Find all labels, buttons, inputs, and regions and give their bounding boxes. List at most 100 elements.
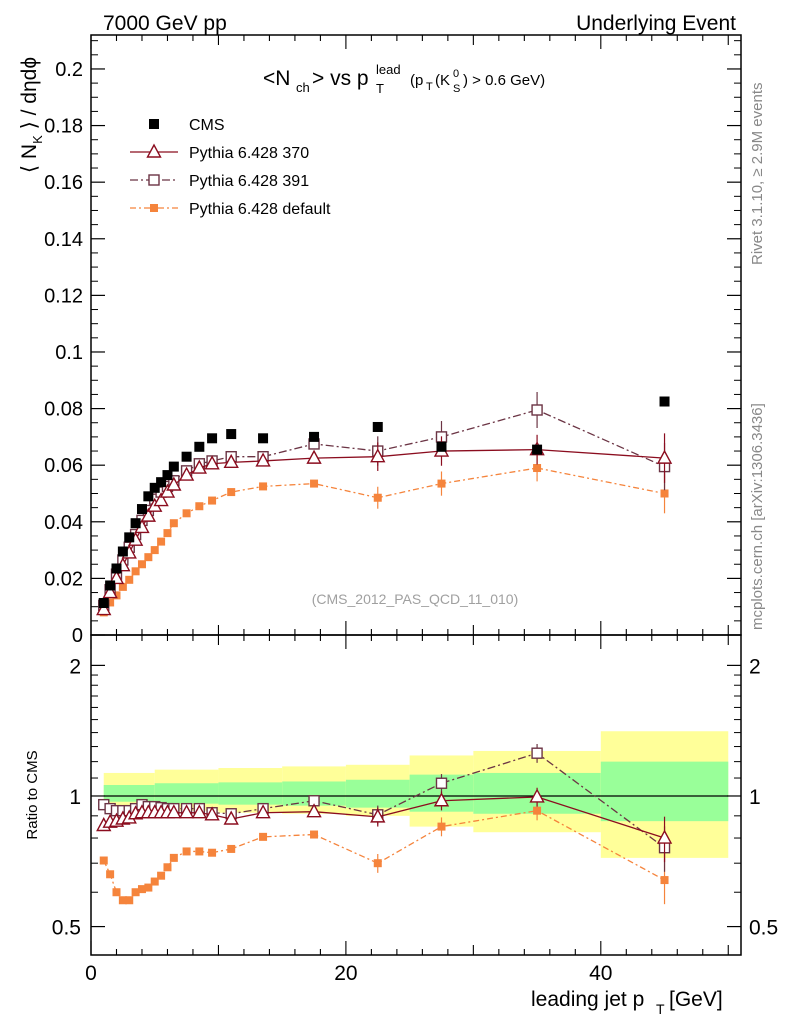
x-tick-label: 40 (589, 962, 612, 985)
cms-point (124, 532, 135, 543)
svg-text:> vs p: > vs p (312, 67, 369, 90)
svg-text:[GeV]: [GeV] (669, 988, 723, 1011)
main-y-tick-label: 0.2 (55, 59, 83, 81)
main-plot-marks (96, 392, 673, 617)
ratio-pythia-6-428-default-point (182, 847, 191, 856)
ratio-axis-ticks: 0.5 0.51 12 20 20 40 (52, 635, 778, 985)
cms-point (207, 433, 218, 444)
main-y-tick-label: 0.08 (44, 399, 83, 421)
mcplots-label: mcplots.cern.ch [arXiv:1306.3436] (749, 403, 766, 630)
main-y-tick-label: 0.12 (44, 285, 83, 307)
ratio-pythia-6-428-370-point (433, 792, 450, 807)
ratio-band-inner (103, 785, 155, 802)
pythia-6-428-370-point (191, 459, 208, 474)
pythia-6-428-370-point (140, 507, 157, 522)
svg-text:⟨ NK ⟩ / dηdϕ: ⟨ NK ⟩ / dηdϕ (18, 57, 45, 173)
cms-point (136, 504, 147, 515)
pythia-6-428-default-line (103, 467, 665, 613)
cms-point (105, 580, 116, 591)
pythia-6-428-default-point (112, 591, 121, 600)
svg-text:T: T (426, 81, 433, 93)
ratio-band-inner (218, 782, 283, 805)
ratio-pythia-6-428-default-point (99, 856, 108, 865)
legend-label-pythia-6-428-370: Pythia 6.428 370 (189, 145, 309, 162)
pythia-6-428-default-point (533, 464, 542, 473)
ratio-y-tick-label-right: 2 (749, 655, 761, 678)
pythia-6-428-default-point (157, 537, 166, 546)
legend-marker-pythia-6-428-default (150, 204, 158, 212)
main-plot-title: <N ch > vs p T lead (p T (K 0 S ) > 0.6 … (263, 62, 545, 96)
main-y-tick-label: 0.16 (44, 172, 83, 194)
pythia-6-428-default-point (144, 553, 153, 562)
svg-text:Ratio to CMS: Ratio to CMS (24, 750, 41, 839)
pythia-6-428-default-point (169, 519, 178, 528)
pythia-6-428-370-point (204, 455, 220, 470)
cms-point (111, 563, 122, 574)
main-y-tick-label: 0.14 (44, 229, 83, 251)
pythia-6-428-370-point (96, 601, 112, 616)
legend: CMS Pythia 6.428 370 Pythia 6.428 391 Pythi… (130, 117, 331, 218)
svg-text:<N: <N (263, 67, 290, 90)
pythia-6-428-default-point (106, 598, 115, 607)
svg-text:ch: ch (296, 80, 310, 95)
svg-text:S: S (453, 83, 460, 95)
pythia-6-428-default-point (182, 509, 191, 518)
ratio-pythia-6-428-default-point (169, 853, 178, 862)
main-y-tick-label: 0 (72, 625, 83, 647)
ratio-y-axis-label: Ratio to CMS (24, 750, 41, 839)
ratio-pythia-6-428-default-point (227, 844, 236, 853)
ratio-pythia-6-428-default-point (112, 888, 121, 897)
pythia-6-428-default-point (208, 496, 217, 505)
main-y-tick-label: 0.02 (44, 568, 83, 590)
ratio-frame (90, 634, 742, 956)
svg-text:(K: (K (435, 72, 450, 89)
ratio-pythia-6-428-default-point (131, 888, 140, 897)
pythia-6-428-default-point (259, 482, 268, 491)
cms-point (436, 441, 447, 452)
cms-point (181, 451, 192, 462)
pythia-6-428-370-point (255, 452, 271, 467)
legend-label-cms: CMS (189, 117, 225, 134)
main-axis-ticks: 0 0.02 0.04 0.06 0.08 0.1 0.12 0.14 0.16 0.18 0.2 (44, 35, 741, 647)
ratio-pythia-6-428-default-point (125, 896, 134, 905)
pythia-6-428-370-point (178, 466, 195, 481)
cms-point (194, 441, 205, 452)
pythia-6-428-370-point (153, 492, 169, 507)
pythia-6-428-default-point (227, 488, 236, 497)
pythia-6-428-370-point (108, 569, 125, 585)
svg-text:0: 0 (453, 68, 459, 80)
main-panel: 00.020.040.060.080.10.120.140.160.180.2 … (18, 34, 742, 647)
pythia-6-428-391-point (531, 404, 543, 416)
ratio-pythia-6-428-370-point (255, 804, 271, 819)
ratio-pythia-6-428-default-point (150, 877, 159, 886)
svg-text:Rivet 3.1.10, ≥ 2.9M events: Rivet 3.1.10, ≥ 2.9M events (749, 83, 766, 266)
pythia-6-428-default-point (137, 560, 146, 569)
ratio-pythia-6-428-default-point (660, 876, 669, 885)
ratio-pythia-6-428-default-point (310, 830, 319, 839)
main-y-tick-label: 0.06 (44, 455, 83, 477)
pythia-6-428-391-line (103, 409, 665, 606)
main-y-tick-label: 0.04 (44, 512, 83, 534)
ratio-pythia-6-428-370-point (529, 788, 545, 803)
header-left-label: 7000 GeV pp (103, 12, 227, 35)
pythia-6-428-default-point (195, 502, 204, 511)
ratio-pythia-6-428-default-point (163, 863, 172, 872)
cms-point (117, 546, 128, 557)
ratio-y-tick-label-right: 1 (749, 786, 761, 809)
pythia-6-428-370-point (166, 476, 182, 491)
ratio-pythia-6-428-default-point (208, 848, 217, 857)
pythia-6-428-default-point (310, 479, 319, 488)
ratio-pythia-6-428-default-point (157, 871, 166, 880)
ratio-y-tick-label: 0.5 (52, 917, 81, 940)
analysis-label: (CMS_2012_PAS_QCD_11_010) (312, 591, 519, 607)
cms-point (162, 470, 173, 481)
cms-point (168, 461, 179, 472)
ratio-y-tick-label-right: 0.5 (749, 917, 778, 940)
svg-text:lead: lead (376, 62, 401, 77)
ratio-pythia-6-428-391-point (531, 747, 543, 759)
ratio-pythia-6-428-default-point (437, 822, 446, 831)
main-y-tick-label: 0.1 (55, 342, 83, 364)
cms-point (130, 518, 141, 529)
ratio-pythia-6-428-default-point (533, 806, 542, 815)
